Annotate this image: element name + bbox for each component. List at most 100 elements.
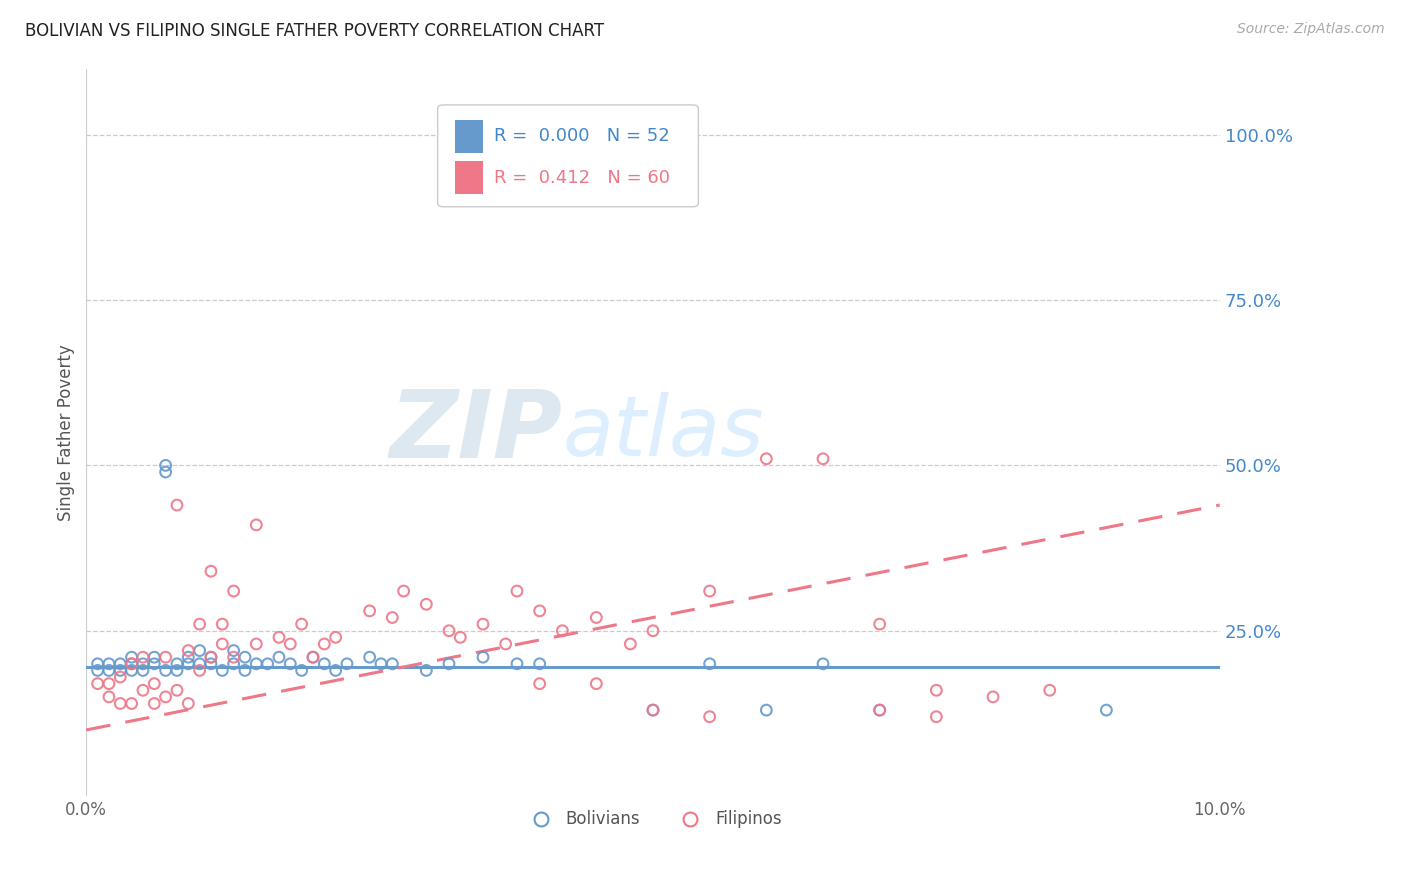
Point — [143, 650, 166, 665]
Point — [143, 697, 166, 711]
Point — [166, 657, 188, 671]
Text: R =  0.412   N = 60: R = 0.412 N = 60 — [495, 169, 671, 186]
Point — [177, 643, 200, 657]
Point — [291, 664, 314, 678]
Legend: Bolivians, Filipinos: Bolivians, Filipinos — [517, 804, 789, 835]
Point — [97, 676, 120, 690]
Point — [222, 643, 245, 657]
Point — [291, 617, 314, 632]
Point — [1095, 703, 1118, 717]
Point — [278, 657, 301, 671]
Point — [155, 650, 177, 665]
Point — [121, 657, 143, 671]
Point — [641, 624, 664, 638]
Point — [302, 650, 325, 665]
Text: BOLIVIAN VS FILIPINO SINGLE FATHER POVERTY CORRELATION CHART: BOLIVIAN VS FILIPINO SINGLE FATHER POVER… — [25, 22, 605, 40]
Point — [177, 650, 200, 665]
Point — [506, 657, 529, 671]
Point — [370, 657, 392, 671]
Point — [233, 664, 256, 678]
Point — [472, 617, 495, 632]
Point — [529, 604, 551, 618]
Point — [143, 657, 166, 671]
Point — [755, 703, 778, 717]
Point — [256, 657, 278, 671]
Point — [97, 664, 120, 678]
Point — [314, 637, 336, 651]
Point — [267, 631, 290, 645]
Point — [506, 584, 529, 599]
Point — [437, 624, 460, 638]
Point — [1039, 683, 1062, 698]
Point — [267, 650, 290, 665]
Point — [811, 657, 834, 671]
Point — [211, 637, 233, 651]
Point — [166, 664, 188, 678]
Point — [97, 657, 120, 671]
Point — [314, 657, 336, 671]
Point — [177, 697, 200, 711]
Point — [449, 631, 471, 645]
Point — [222, 650, 245, 665]
Point — [699, 657, 721, 671]
Point — [699, 709, 721, 723]
Point — [245, 637, 267, 651]
Point — [110, 664, 132, 678]
Point — [869, 617, 891, 632]
Point — [132, 664, 155, 678]
Point — [302, 650, 325, 665]
Point — [188, 657, 211, 671]
Point — [188, 643, 211, 657]
Point — [200, 564, 222, 578]
Point — [211, 664, 233, 678]
Point — [925, 683, 948, 698]
Point — [641, 703, 664, 717]
Point — [529, 676, 551, 690]
Point — [188, 664, 211, 678]
Point — [245, 517, 267, 532]
Point — [200, 657, 222, 671]
Point — [222, 657, 245, 671]
Point — [200, 650, 222, 665]
Point — [415, 664, 437, 678]
Point — [437, 657, 460, 671]
Point — [155, 465, 177, 479]
Point — [325, 664, 347, 678]
Point — [222, 584, 245, 599]
Point — [97, 690, 120, 704]
Point — [925, 709, 948, 723]
Point — [166, 683, 188, 698]
Point — [110, 697, 132, 711]
Point — [529, 657, 551, 671]
FancyBboxPatch shape — [454, 120, 484, 153]
Point — [86, 676, 108, 690]
Point — [132, 683, 155, 698]
Point — [233, 650, 256, 665]
Point — [143, 676, 166, 690]
Point — [392, 584, 415, 599]
FancyBboxPatch shape — [454, 161, 484, 194]
Point — [86, 657, 108, 671]
Y-axis label: Single Father Poverty: Single Father Poverty — [58, 344, 75, 521]
Point — [981, 690, 1004, 704]
Point — [585, 676, 607, 690]
Point — [278, 637, 301, 651]
Point — [200, 650, 222, 665]
Point — [155, 690, 177, 704]
Point — [619, 637, 641, 651]
FancyBboxPatch shape — [437, 105, 699, 207]
Text: atlas: atlas — [562, 392, 763, 473]
Point — [381, 657, 404, 671]
Point — [336, 657, 359, 671]
Point — [121, 664, 143, 678]
Point — [245, 657, 267, 671]
Point — [359, 604, 381, 618]
Point — [132, 650, 155, 665]
Text: Source: ZipAtlas.com: Source: ZipAtlas.com — [1237, 22, 1385, 37]
Point — [811, 451, 834, 466]
Point — [155, 458, 177, 473]
Point — [641, 703, 664, 717]
Point — [121, 657, 143, 671]
Point — [211, 617, 233, 632]
Point — [869, 703, 891, 717]
